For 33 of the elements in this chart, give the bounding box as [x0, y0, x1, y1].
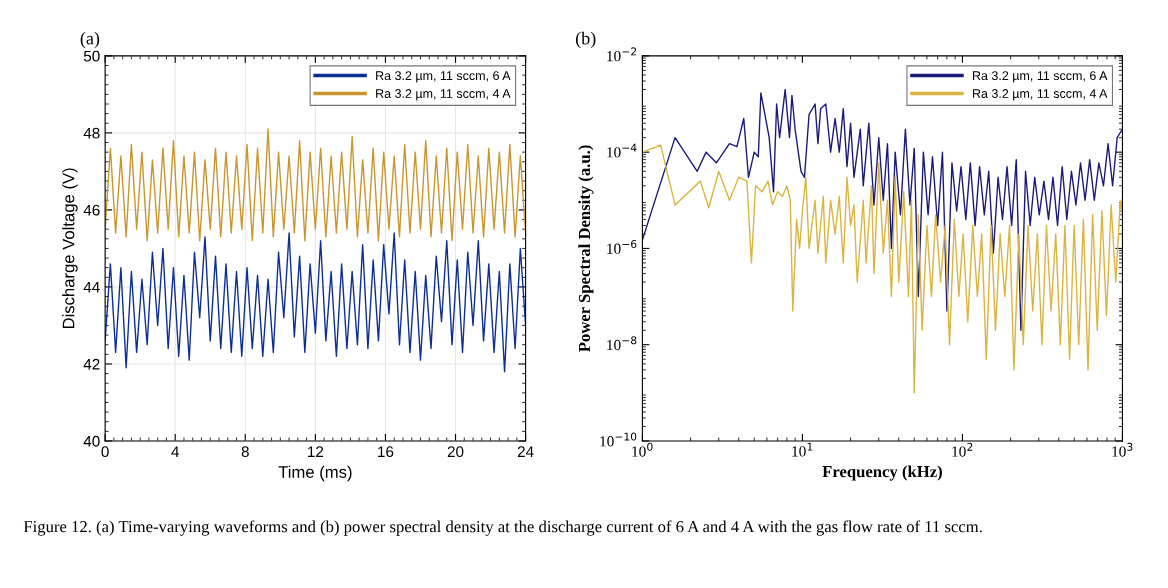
- legend-label: Ra 3.2 µm, 11 sccm, 4 A: [376, 89, 511, 101]
- x-tick-label: 0: [101, 446, 109, 458]
- y-tick-label: 42: [83, 358, 100, 370]
- x-axis-title: Time (ms): [278, 465, 352, 482]
- legend-label: Ra 3.2 µm, 11 sccm, 6 A: [972, 71, 1108, 83]
- x-tick-label: 10$^{3}$: [1112, 442, 1133, 457]
- x-tick-label: 16: [378, 446, 394, 458]
- y-tick-label: 40: [83, 435, 100, 447]
- x-tick-label: 24: [517, 446, 534, 457]
- y-tick-label: 50: [83, 50, 100, 62]
- y-tick-label: 44: [83, 281, 100, 293]
- y-tick-label: 10$^{−6}$: [607, 239, 637, 254]
- y-tick-label: 48: [83, 127, 100, 139]
- legend-label: Ra 3.2 µm, 11 sccm, 4 A: [972, 89, 1108, 101]
- y-tick-label: 10$^{−8}$: [607, 336, 637, 351]
- chart-title: (a): [80, 31, 100, 49]
- x-tick-label: 8: [241, 446, 249, 458]
- line-series: [105, 128, 526, 242]
- x-tick-label: 10$^{1}$: [792, 442, 813, 457]
- chart-title: (b): [575, 31, 596, 49]
- line-series: [105, 232, 526, 373]
- x-tick-label: 10$^{2}$: [952, 442, 973, 457]
- y-axis-title: Discharge Voltage (V): [62, 168, 78, 329]
- x-tick-label: 4: [171, 446, 179, 457]
- y-tick-label: 10$^{−4}$: [607, 143, 637, 158]
- x-tick-label: 12: [308, 446, 324, 457]
- caption: Figure 12. (a) Time-varying waveforms and (b) power spectral density at the discharge current of 6 A and 4 A with the gas flow rate of 11 sccm.: [23, 520, 982, 536]
- x-axis-title: Frequency (kHz): [822, 465, 942, 481]
- y-axis-title: Power Spectral Density (a.u.): [578, 145, 594, 352]
- legend-label: Ra 3.2 µm, 11 sccm, 6 A: [376, 71, 511, 83]
- x-tick-label: 20: [447, 446, 464, 458]
- y-tick-label: 10$^{−2}$: [607, 47, 637, 62]
- y-tick-label: 46: [83, 204, 100, 216]
